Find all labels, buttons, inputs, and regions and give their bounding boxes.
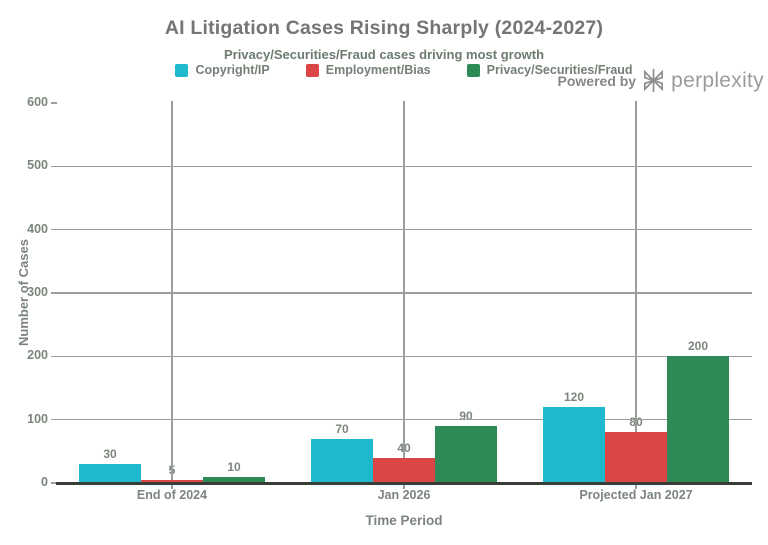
bar-value-label: 10 [227,459,241,474]
bar [203,476,265,483]
legend-item[interactable]: Privacy/Securities/Fraud [466,63,633,77]
bar [667,356,729,483]
vertical-gridline [403,101,405,483]
y-axis-tick [51,102,57,104]
x-axis-tick [171,484,173,489]
vertical-gridline [635,101,637,483]
bar [605,432,667,483]
x-tick-label: Jan 2026 [377,488,431,502]
bar [373,457,435,483]
y-axis-tick [51,418,57,421]
bar [141,479,203,483]
bar [435,426,497,483]
y-tick-label: 100 [27,411,48,426]
watermark-prefix: Powered by [557,72,637,89]
y-tick-label: 0 [41,475,48,489]
bar-value-label: 200 [687,339,709,354]
y-tick-label: 400 [27,221,48,236]
x-tick-label: End of 2024 [136,488,208,502]
y-axis-tick [51,482,57,484]
chart-title: AI Litigation Cases Rising Sharply (2024… [164,17,604,39]
watermark-brand: perplexity [671,68,764,92]
y-axis-tick [51,292,57,294]
watermark: Powered by perplexity [558,68,764,93]
plot-area: 3070120540801090200 [56,101,752,485]
legend-item[interactable]: Employment/Bias [305,63,431,77]
vertical-gridline [171,101,173,483]
legend-item[interactable]: Copyright/IP [175,63,270,77]
bar-value-label: 30 [103,446,117,461]
legend-label: Privacy/Securities/Fraud [486,63,633,77]
bar [79,464,141,483]
bar [543,406,605,483]
bar-value-label: 70 [335,421,349,436]
chart-subtitle: Privacy/Securities/Fraud cases driving m… [223,47,545,62]
x-tick-label: Projected Jan 2027 [579,488,693,502]
y-tick-label: 600 [27,94,48,109]
x-axis-title: Time Period [365,513,443,528]
x-axis-line [56,482,752,485]
y-tick-label: 300 [27,284,48,299]
y-axis-tick [51,355,57,358]
x-axis-tick [635,484,637,489]
legend-label: Employment/Bias [325,63,431,77]
x-axis-tick [403,484,405,489]
y-tick-label: 500 [27,158,48,173]
y-axis-tick [51,228,57,231]
legend: Copyright/IP Employment/Bias Privacy/Secur… [56,63,752,77]
perplexity-logo-icon [641,68,666,93]
bar-value-label: 90 [459,408,473,423]
y-tick-label: 200 [27,348,48,363]
legend-label: Copyright/IP [195,63,270,77]
bar-value-label: 120 [563,389,585,404]
legend-swatch [175,63,189,77]
legend-swatch [466,63,480,77]
y-axis-tick [51,165,57,167]
bar [311,438,373,483]
legend-swatch [305,63,319,77]
